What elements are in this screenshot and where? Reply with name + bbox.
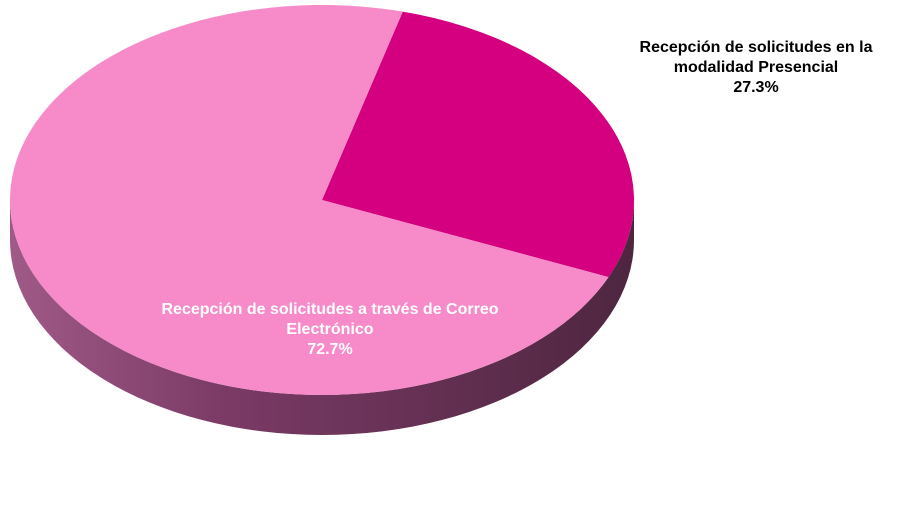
category-label: Recepción de solicitudes en la modalidad… <box>639 39 873 76</box>
pie-slice <box>10 5 609 395</box>
category-label: Recepción de solicitudes a través de Cor… <box>161 301 499 338</box>
pie-side <box>10 200 634 435</box>
slice-label: Recepción de solicitudes en la modalidad… <box>600 38 912 98</box>
value-label: 72.7% <box>307 341 353 358</box>
value-label: 27.3% <box>733 79 779 96</box>
pie-slice <box>322 11 634 278</box>
slice-label: Recepción de solicitudes a través de Cor… <box>120 300 540 360</box>
